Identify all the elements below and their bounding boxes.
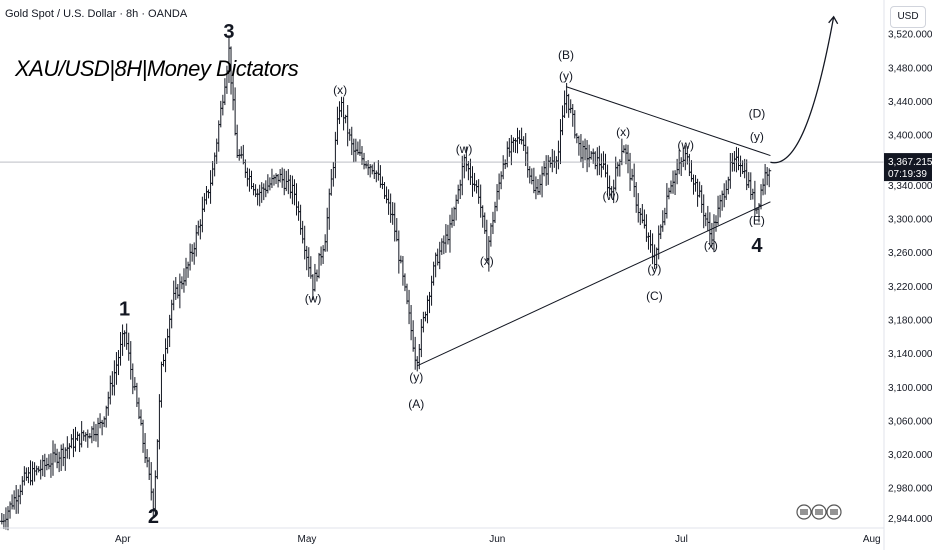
wave-label: (y): [559, 69, 573, 83]
wave-label: (D): [749, 107, 766, 121]
y-tick-label: 3,220.000: [888, 282, 932, 293]
y-tick-label: 2,944.000: [888, 514, 932, 525]
y-tick-label: 3,100.000: [888, 383, 932, 394]
wave-label: (E): [749, 213, 765, 227]
y-tick-label: 3,520.000: [888, 30, 932, 41]
wave-labels: 1 2 3 4 5 (w) (x) (y) (A) (w) (x) (B) (y) (x) (w) (y) (C…: [119, 0, 839, 528]
wave-label: 5: [828, 0, 839, 1]
chart-title: Gold Spot / U.S. Dollar · 8h · OANDA: [5, 8, 188, 20]
wave-label: 3: [223, 21, 234, 43]
wave-label: (C): [646, 289, 663, 303]
currency-button[interactable]: USD: [890, 6, 926, 28]
y-tick-label: 3,300.000: [888, 215, 932, 226]
x-tick-label: Jun: [489, 534, 505, 545]
trendline-upper: [565, 86, 771, 157]
x-tick-label: Jul: [675, 534, 688, 545]
wave-label: (x): [480, 254, 494, 268]
price-badge-timer: 07:19:39: [888, 169, 927, 180]
wave-label: (w): [305, 292, 322, 306]
wave-label: (x): [333, 83, 347, 97]
y-tick-label: 3,480.000: [888, 63, 932, 74]
y-tick-label: 3,400.000: [888, 131, 932, 142]
price-axis: 2,944.000 2,980.000 3,020.000 3,060.000 3,10…: [883, 0, 932, 550]
trendlines: [0, 15, 884, 367]
y-tick-label: 2,980.000: [888, 484, 932, 495]
wave-label: (y): [750, 129, 764, 143]
y-tick-label: 3,260.000: [888, 248, 932, 259]
y-tick-label: 3,060.000: [888, 416, 932, 427]
y-tick-label: 3,020.000: [888, 450, 932, 461]
y-tick-label: 3,340.000: [888, 181, 932, 192]
price-badge: [884, 153, 932, 182]
wave-label: 2: [148, 506, 159, 528]
ohlc-bars: [0, 35, 772, 531]
y-tick-label: 3,440.000: [888, 97, 932, 108]
wave-label: (x): [616, 125, 630, 139]
wave-label: (w): [677, 138, 694, 152]
watermark-text: XAU/USD|8H|Money Dictators: [15, 56, 299, 81]
price-badge-price: 3,367.215: [888, 157, 932, 168]
x-tick-label: Aug: [863, 534, 881, 545]
wave-label: 1: [119, 298, 130, 320]
wave-label: (w): [602, 189, 619, 203]
wave-label: (x): [704, 239, 718, 253]
y-tick-label: 3,180.000: [888, 315, 932, 326]
wave-label: (y): [647, 262, 661, 276]
projection-curve: [770, 16, 835, 164]
wave-label: (w): [456, 142, 473, 156]
wave-label: 4: [751, 235, 763, 257]
time-axis: Apr May Jun Jul Aug: [0, 527, 884, 545]
projection-arrowhead: [828, 15, 839, 25]
trendline-lower: [417, 201, 771, 367]
three-coins-logo-icon: [796, 504, 842, 520]
wave-label: (B): [558, 48, 574, 62]
wave-label: (A): [408, 397, 424, 411]
y-tick-label: 3,140.000: [888, 349, 932, 360]
x-tick-label: May: [297, 534, 316, 545]
wave-label: (y): [409, 370, 423, 384]
price-axis-panel: [884, 0, 932, 550]
x-tick-label: Apr: [115, 534, 131, 545]
